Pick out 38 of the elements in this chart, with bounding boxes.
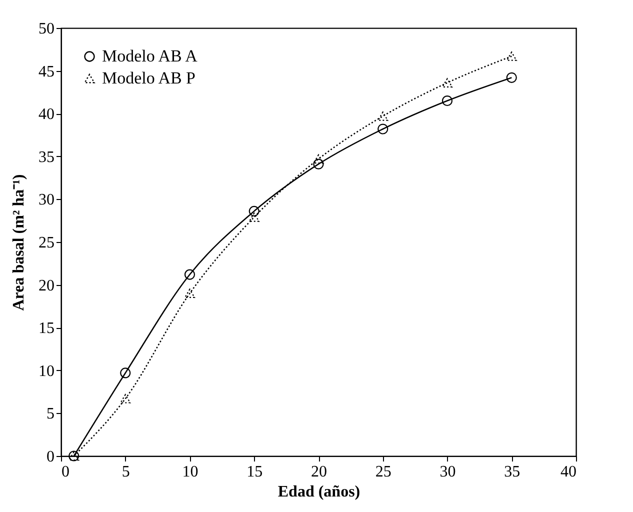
y-tick-label: 10 xyxy=(38,362,54,380)
point xyxy=(313,154,324,164)
point xyxy=(184,288,196,298)
point xyxy=(120,368,131,378)
y-tick-label: 40 xyxy=(38,106,54,124)
x-tick-label: 30 xyxy=(440,464,456,480)
x-tick-label: 0 xyxy=(62,464,70,480)
point xyxy=(442,78,453,88)
x-tick-label: 40 xyxy=(560,464,576,480)
x-tick-label: 15 xyxy=(246,464,263,480)
y-tick-label: 50 xyxy=(38,20,54,38)
y-tick-label: 45 xyxy=(38,63,54,80)
y-axis-title: Area basal (m² ha⁻¹) xyxy=(10,174,28,311)
point xyxy=(378,112,388,121)
x-tick-label: 35 xyxy=(504,464,520,480)
y-tick-label: 20 xyxy=(38,277,54,294)
point xyxy=(248,206,260,216)
y-tick-label: 35 xyxy=(38,148,54,166)
x-tick-label: 20 xyxy=(311,464,327,480)
y-tick-label: 0 xyxy=(46,448,54,466)
y-tick-label: 5 xyxy=(46,406,54,423)
legend-label: Modelo AB A xyxy=(102,46,198,66)
x-axis-title: Edad (años) xyxy=(278,484,360,500)
point xyxy=(120,394,131,404)
point xyxy=(378,124,388,134)
y-tick-label: 15 xyxy=(38,320,54,338)
x-tick-label: 10 xyxy=(182,464,198,480)
legend-label: Modelo AB P xyxy=(102,68,196,88)
point xyxy=(248,212,260,222)
point xyxy=(506,72,517,83)
y-tick-label: 30 xyxy=(38,192,54,209)
point xyxy=(313,158,324,170)
x-tick-label: 25 xyxy=(375,464,392,480)
point xyxy=(184,269,196,280)
point xyxy=(506,52,517,61)
y-tick-label: 25 xyxy=(38,234,54,252)
x-tick-label: 5 xyxy=(122,464,130,480)
point xyxy=(442,95,453,106)
